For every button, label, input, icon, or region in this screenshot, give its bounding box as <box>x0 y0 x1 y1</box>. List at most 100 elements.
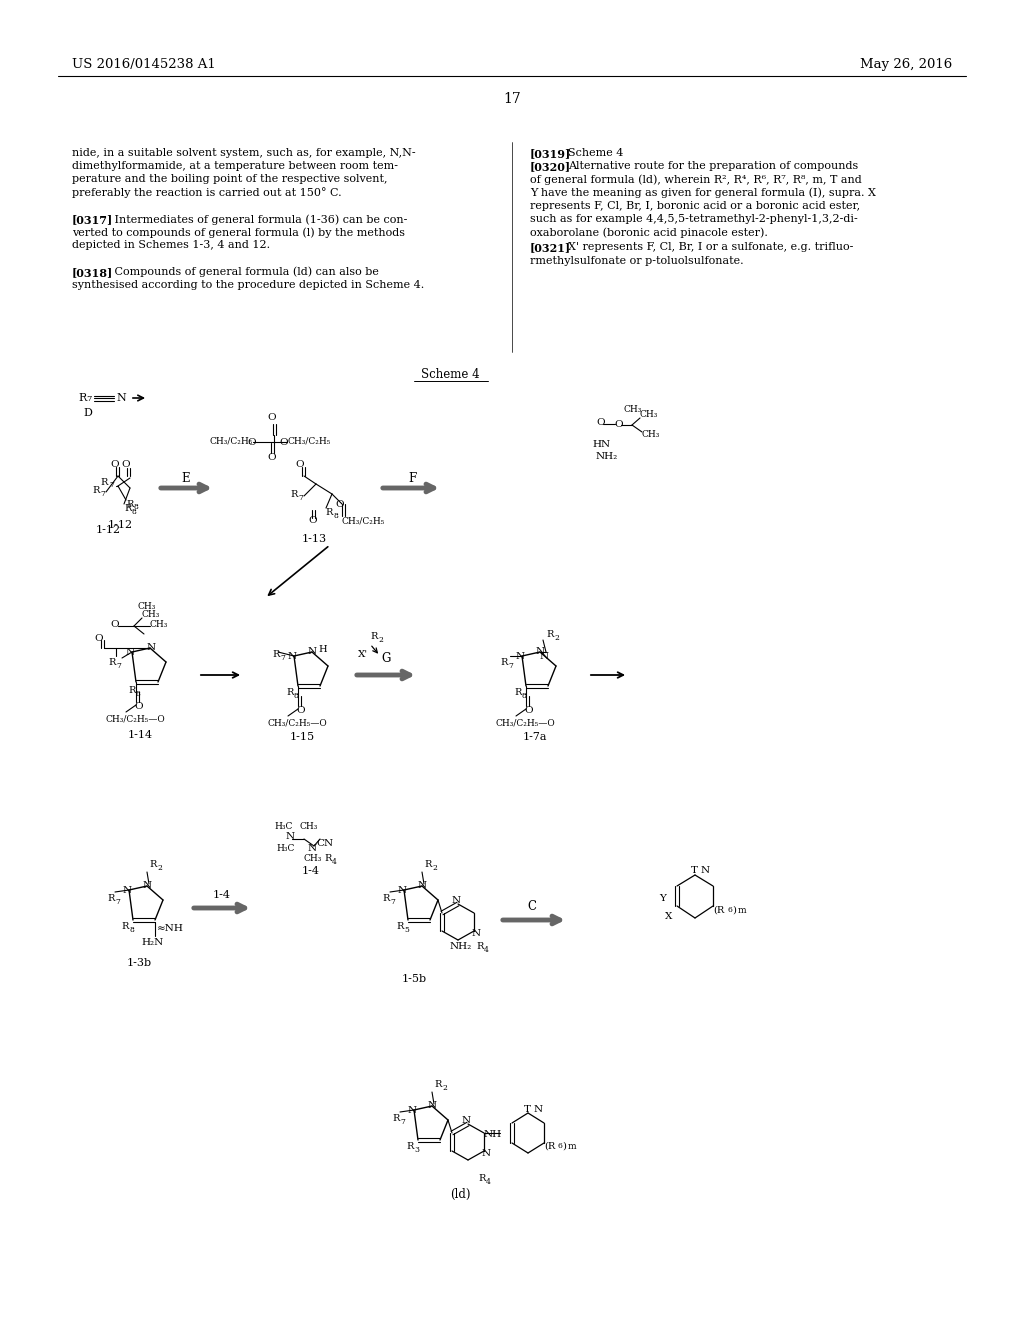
Text: 1-14: 1-14 <box>128 730 154 741</box>
Text: 7: 7 <box>508 663 513 671</box>
Text: NH₂: NH₂ <box>450 942 472 950</box>
Text: [0321]: [0321] <box>530 243 571 253</box>
Text: H₃C: H₃C <box>276 843 294 853</box>
Text: (R: (R <box>544 1142 555 1151</box>
Text: of general formula (ld), wherein R², R⁴, R⁶, R⁷, R⁸, m, T and: of general formula (ld), wherein R², R⁴,… <box>530 174 862 185</box>
Text: 8: 8 <box>522 692 527 700</box>
Text: [0318]: [0318] <box>72 267 114 277</box>
Text: N: N <box>452 896 461 906</box>
Text: O: O <box>134 702 142 711</box>
Text: O: O <box>267 453 275 462</box>
Text: O: O <box>110 459 119 469</box>
Text: Scheme 4: Scheme 4 <box>421 368 479 381</box>
Text: R: R <box>150 861 157 869</box>
Text: ): ) <box>732 906 736 915</box>
Text: N: N <box>534 1105 543 1114</box>
Text: X: X <box>665 912 673 921</box>
Text: Compounds of general formula (ld) can also be: Compounds of general formula (ld) can al… <box>104 267 379 277</box>
Text: O: O <box>335 500 344 510</box>
Text: O: O <box>94 634 102 643</box>
Text: R: R <box>128 686 135 696</box>
Text: N: N <box>288 652 297 661</box>
Text: perature and the boiling point of the respective solvent,: perature and the boiling point of the re… <box>72 174 387 185</box>
Text: 7: 7 <box>86 395 91 403</box>
Text: CH₃/C₂H₅: CH₃/C₂H₅ <box>210 437 253 446</box>
Text: Intermediates of general formula (1-36) can be con-: Intermediates of general formula (1-36) … <box>104 214 408 224</box>
Text: N: N <box>147 643 156 652</box>
Text: N: N <box>308 647 317 656</box>
Text: 1-13: 1-13 <box>302 535 327 544</box>
Text: represents F, Cl, Br, I, boronic acid or a boronic acid ester,: represents F, Cl, Br, I, boronic acid or… <box>530 201 860 211</box>
Text: 7: 7 <box>109 480 114 488</box>
Text: 4: 4 <box>484 946 488 954</box>
Text: O: O <box>121 459 130 469</box>
Text: N: N <box>123 886 132 895</box>
Text: G: G <box>381 652 391 665</box>
Text: NH₂: NH₂ <box>596 451 618 461</box>
Text: m: m <box>738 906 746 915</box>
Text: preferably the reaction is carried out at 150° C.: preferably the reaction is carried out a… <box>72 187 342 198</box>
Text: N: N <box>462 1115 471 1125</box>
Text: R: R <box>121 921 128 931</box>
Text: CH₃/C₂H₅: CH₃/C₂H₅ <box>287 437 331 446</box>
Text: R: R <box>396 921 403 931</box>
Text: O: O <box>279 438 288 447</box>
Text: N: N <box>308 843 317 853</box>
Text: 7: 7 <box>280 653 285 663</box>
Text: 8: 8 <box>294 692 299 700</box>
Text: 8: 8 <box>134 503 139 511</box>
Text: HN: HN <box>592 440 610 449</box>
Text: dimethylformamide, at a temperature between room tem-: dimethylformamide, at a temperature betw… <box>72 161 398 172</box>
Text: H₃C: H₃C <box>274 822 293 832</box>
Text: C: C <box>527 900 537 913</box>
Text: 4: 4 <box>332 858 337 866</box>
Text: R: R <box>434 1080 441 1089</box>
Text: 3: 3 <box>414 1146 419 1154</box>
Text: 1-4: 1-4 <box>213 890 231 900</box>
Text: X': X' <box>358 649 368 659</box>
Text: N: N <box>482 1148 492 1158</box>
Text: N: N <box>398 886 408 895</box>
Text: N: N <box>116 393 126 403</box>
Text: 8: 8 <box>129 927 134 935</box>
Text: H₂N: H₂N <box>141 939 163 946</box>
Text: N: N <box>428 1101 437 1110</box>
Text: m: m <box>568 1142 577 1151</box>
Text: R: R <box>478 1173 485 1183</box>
Text: R: R <box>92 486 99 495</box>
Text: depicted in Schemes 1-3, 4 and 12.: depicted in Schemes 1-3, 4 and 12. <box>72 240 270 251</box>
Text: N: N <box>143 880 153 890</box>
Text: O: O <box>110 620 119 630</box>
Text: 2: 2 <box>442 1084 446 1092</box>
Text: 2: 2 <box>554 634 559 642</box>
Text: NH: NH <box>484 1130 502 1139</box>
Text: O: O <box>596 418 604 426</box>
Text: Alternative route for the preparation of compounds: Alternative route for the preparation of… <box>568 161 858 172</box>
Text: 8: 8 <box>136 690 141 698</box>
Text: O: O <box>524 706 532 715</box>
Text: 5: 5 <box>404 927 409 935</box>
Text: R: R <box>290 490 297 499</box>
Text: 4: 4 <box>486 1177 490 1185</box>
Text: R: R <box>272 649 280 659</box>
Text: 2: 2 <box>378 636 383 644</box>
Text: 8: 8 <box>132 508 137 516</box>
Text: oxaborolane (boronic acid pinacole ester).: oxaborolane (boronic acid pinacole ester… <box>530 227 768 238</box>
Text: (ld): (ld) <box>450 1188 470 1201</box>
Text: R: R <box>286 688 293 697</box>
Text: E: E <box>181 473 190 484</box>
Text: (R: (R <box>713 906 724 915</box>
Text: R: R <box>124 504 131 513</box>
Text: 6: 6 <box>558 1142 563 1150</box>
Text: synthesised according to the procedure depicted in Scheme 4.: synthesised according to the procedure d… <box>72 280 424 290</box>
Text: F: F <box>408 473 416 484</box>
Text: 7: 7 <box>115 898 120 906</box>
Text: N: N <box>701 866 710 875</box>
Text: [0317]: [0317] <box>72 214 114 224</box>
Text: R: R <box>106 894 115 903</box>
Text: X' represents F, Cl, Br, I or a sulfonate, e.g. trifluo-: X' represents F, Cl, Br, I or a sulfonat… <box>568 243 853 252</box>
Text: rmethylsulfonate or p-toluolsulfonate.: rmethylsulfonate or p-toluolsulfonate. <box>530 256 743 265</box>
Text: CH₃/C₂H₅—O: CH₃/C₂H₅—O <box>106 714 166 723</box>
Text: 7: 7 <box>298 494 303 502</box>
Text: R: R <box>126 500 133 510</box>
